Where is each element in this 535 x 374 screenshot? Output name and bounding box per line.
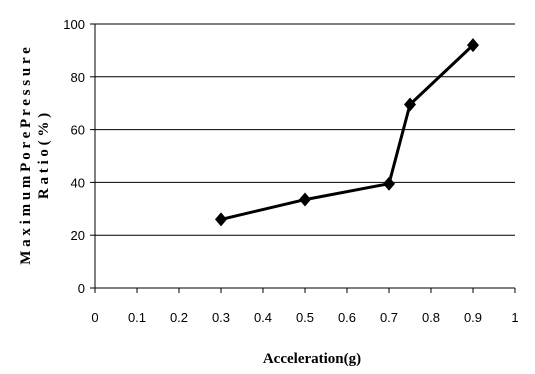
x-tick-label-10: 1 [511, 310, 518, 325]
y-tick-label-1: 20 [71, 228, 85, 243]
series [215, 38, 479, 227]
x-tick-label-9: 0.9 [464, 310, 482, 325]
axes [90, 23, 516, 293]
x-tick-label-1: 0.1 [128, 310, 146, 325]
y-tick-label-0: 0 [78, 281, 85, 296]
x-axis-title: Acceleration(g) [263, 351, 361, 367]
x-tick-label-4: 0.4 [254, 310, 272, 325]
x-tick-label-0: 0 [91, 310, 98, 325]
y-tick-label-5: 100 [63, 17, 85, 32]
y-axis-title: M a x i m u m P o r e P r e s s u r e R … [18, 47, 52, 265]
y-tick-label-3: 60 [71, 123, 85, 138]
y-tick-labels: 0 20 40 60 80 100 [63, 17, 85, 296]
series-line-0 [220, 44, 475, 221]
data-point-0-0 [215, 212, 227, 227]
x-tick-label-6: 0.6 [338, 310, 356, 325]
x-tick-label-7: 0.7 [380, 310, 398, 325]
y-axis-title-line-2: R a t i o ( % ) [36, 113, 52, 199]
grid-lines [95, 23, 515, 236]
data-point-0-1 [299, 192, 311, 207]
y-tick-label-2: 40 [71, 175, 85, 190]
x-tick-label-2: 0.2 [170, 310, 188, 325]
x-tick-label-8: 0.8 [422, 310, 440, 325]
y-tick-label-4: 80 [71, 70, 85, 85]
data-point-0-3 [404, 97, 416, 112]
x-tick-label-5: 0.5 [296, 310, 314, 325]
data-point-0-4 [467, 38, 479, 53]
y-axis-title-line-1: M a x i m u m P o r e P r e s s u r e [18, 47, 34, 265]
data-point-0-2 [383, 176, 395, 191]
x-tick-labels: 0 0.1 0.2 0.3 0.4 0.5 0.6 0.7 0.8 0.9 1 [91, 310, 518, 325]
x-tick-label-3: 0.3 [212, 310, 230, 325]
